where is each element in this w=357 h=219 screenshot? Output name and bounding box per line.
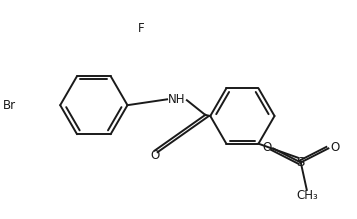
Text: O: O (150, 149, 159, 162)
Text: Br: Br (3, 99, 16, 112)
Text: S: S (297, 156, 305, 169)
Text: CH₃: CH₃ (296, 189, 318, 203)
Text: F: F (138, 22, 145, 35)
Text: NH: NH (168, 93, 186, 106)
Text: O: O (262, 141, 271, 154)
Text: O: O (330, 141, 340, 154)
